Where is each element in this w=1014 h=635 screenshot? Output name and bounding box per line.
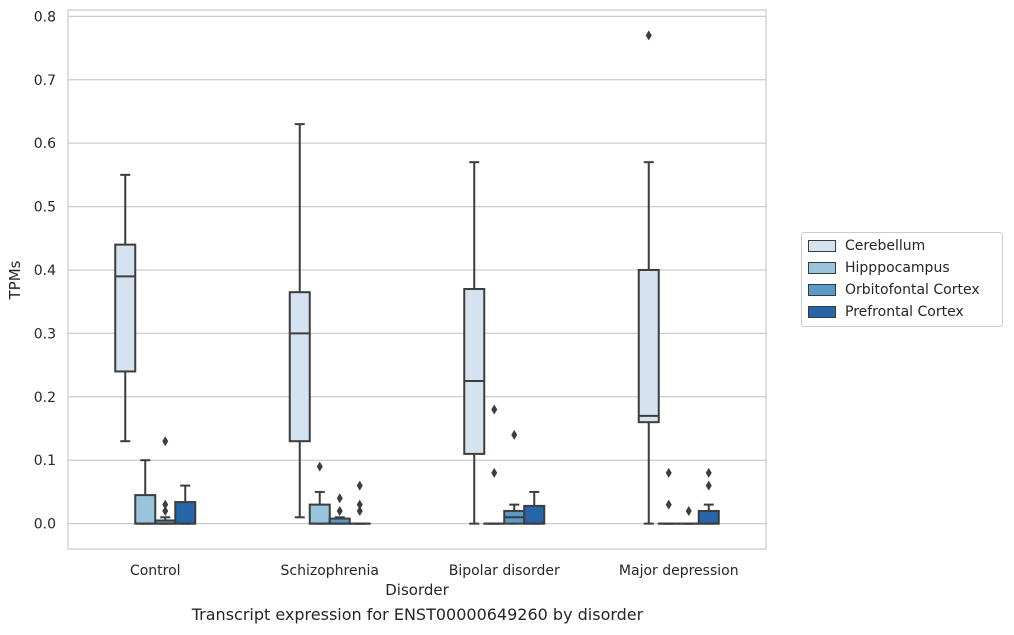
y-tick-label-0-1: 0.1: [34, 453, 56, 469]
box-bipolar-disorder-hipppocampus: [483, 404, 506, 525]
box-schizophrenia-hipppocampus: [308, 461, 331, 525]
box-rect: [697, 509, 720, 525]
legend-swatch-prefrontal-cortex: [808, 306, 836, 318]
box-bipolar-disorder-prefrontal-cortex: [523, 490, 546, 525]
legend-label-cerebellum: Cerebellum: [845, 238, 926, 254]
box-rect: [134, 494, 157, 525]
box-rect: [463, 288, 486, 455]
box-control-prefrontal-cortex: [174, 484, 197, 525]
outlier-point: [336, 493, 343, 504]
outlier-point: [316, 461, 323, 472]
grid-lines: [68, 15, 766, 525]
box-rect: [114, 243, 137, 373]
y-tick-label-0-8: 0.8: [34, 9, 56, 25]
legend-swatch-hipppocampus: [808, 262, 836, 274]
y-tick-labels: 0.0 0.1 0.2 0.3 0.4 0.5 0.6 0.7 0.8: [34, 9, 56, 532]
legend-item-hipppocampus: Hipppocampus: [808, 258, 950, 278]
x-tick-label-bipolar-disorder: Bipolar disorder: [449, 563, 560, 579]
outlier-point: [356, 505, 363, 516]
box-control-orbitofontal-cortex: [154, 436, 177, 525]
x-tick-label-major-depression: Major depression: [619, 563, 739, 579]
y-tick-label-0-2: 0.2: [34, 390, 56, 406]
box-schizophrenia-prefrontal-cortex: [348, 480, 371, 525]
box-schizophrenia-cerebellum: [288, 123, 311, 519]
box-bipolar-disorder-orbitofontal-cortex: [503, 429, 526, 525]
box-control-hipppocampus: [134, 459, 157, 525]
box-rect: [288, 291, 311, 443]
outlier-point: [665, 467, 672, 478]
outlier-point: [356, 480, 363, 491]
outlier-point: [162, 436, 169, 447]
box-schizophrenia-orbitofontal-cortex: [328, 493, 351, 525]
legend: Cerebellum Hipppocampus Orbitofontal Cor…: [801, 232, 1003, 327]
x-tick-label-schizophrenia: Schizophrenia: [281, 563, 379, 579]
box-rect: [308, 503, 331, 525]
x-tick-labels: Control Schizophrenia Bipolar disorder Majo…: [130, 563, 739, 579]
x-tick-label-control: Control: [130, 563, 181, 579]
x-axis-label: Disorder: [385, 581, 449, 599]
y-tick-label-0-7: 0.7: [34, 73, 56, 89]
outlier-point: [491, 467, 498, 478]
legend-label-hipppocampus: Hipppocampus: [845, 260, 950, 276]
outlier-point: [491, 404, 498, 415]
legend-label-prefrontal-cortex: Prefrontal Cortex: [845, 304, 964, 320]
box-bipolar-disorder-cerebellum: [463, 161, 486, 525]
outlier-point: [511, 429, 518, 440]
box-major-depression-orbitofontal-cortex: [677, 505, 700, 525]
outlier-point: [685, 505, 692, 516]
y-tick-label-0-3: 0.3: [34, 326, 56, 342]
box-major-depression-cerebellum: [637, 30, 660, 525]
box-major-depression-hipppocampus: [657, 467, 680, 525]
outlier-point: [665, 499, 672, 510]
outlier-point: [162, 505, 169, 516]
legend-label-orbitofontal-cortex: Orbitofontal Cortex: [845, 282, 980, 298]
y-tick-label-0-5: 0.5: [34, 200, 56, 216]
outlier-point: [336, 505, 343, 516]
legend-item-prefrontal-cortex: Prefrontal Cortex: [808, 302, 964, 322]
y-tick-label-0-4: 0.4: [34, 263, 56, 279]
legend-item-cerebellum: Cerebellum: [808, 236, 925, 256]
plot-area-frame: [67, 9, 767, 550]
y-tick-label-0-0: 0.0: [34, 517, 56, 533]
figure-caption: Transcript expression for ENST0000064926…: [191, 605, 644, 624]
box-rect: [523, 504, 546, 525]
box-control-cerebellum: [114, 173, 137, 443]
outlier-point: [705, 480, 712, 491]
box-layer: [114, 30, 720, 525]
y-axis-label: TPMs: [6, 260, 24, 300]
outlier-point: [356, 499, 363, 510]
y-tick-label-0-6: 0.6: [34, 136, 56, 152]
outlier-point: [162, 499, 169, 510]
outlier-point: [645, 30, 652, 41]
box-major-depression-prefrontal-cortex: [697, 467, 720, 525]
box-rect: [637, 268, 660, 424]
legend-item-orbitofontal-cortex: Orbitofontal Cortex: [808, 280, 980, 300]
legend-swatch-orbitofontal-cortex: [808, 284, 836, 296]
legend-swatch-cerebellum: [808, 240, 836, 252]
box-rect: [174, 501, 197, 525]
outlier-point: [705, 467, 712, 478]
